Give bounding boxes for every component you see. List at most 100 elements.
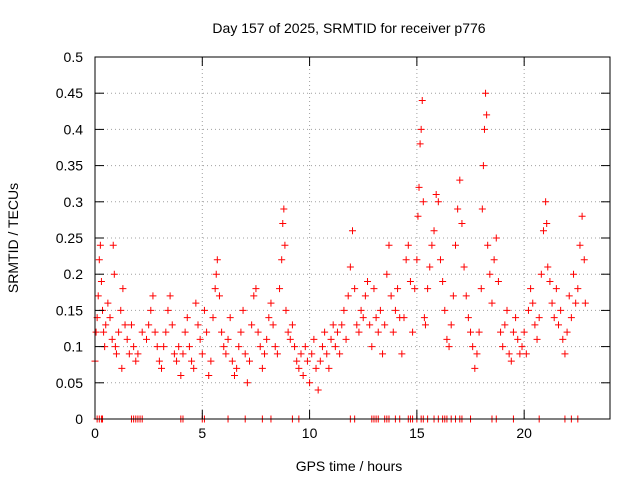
data-point: [414, 212, 422, 220]
data-point: [149, 292, 157, 300]
data-point: [398, 350, 406, 358]
y-tick-label: 0.3: [64, 194, 84, 210]
y-tick-label: 0.05: [56, 375, 83, 391]
data-point: [441, 306, 449, 314]
data-point: [117, 306, 125, 314]
data-point: [342, 335, 350, 343]
data-point: [188, 357, 196, 365]
data-point: [535, 314, 543, 322]
data-point: [581, 299, 589, 307]
axis-ticks: 0 0.05 0.1 0.15 0.2 0.25 0.3 0.35 0.4 0.45 0.5 0 5 10…: [56, 49, 610, 441]
data-point: [383, 270, 391, 278]
data-point: [419, 198, 427, 206]
data-point: [92, 328, 100, 336]
data-point: [539, 227, 547, 235]
data-point: [567, 314, 575, 322]
data-point: [327, 335, 335, 343]
data-point: [205, 372, 213, 380]
data-point: [338, 321, 346, 329]
data-point: [118, 364, 126, 372]
data-point: [246, 357, 253, 365]
data-point: [389, 328, 397, 336]
data-point: [452, 241, 459, 249]
data-point: [318, 343, 326, 351]
data-point: [282, 306, 290, 314]
data-point: [192, 299, 200, 307]
data-point: [501, 321, 509, 329]
data-point: [436, 256, 444, 264]
data-point: [213, 256, 221, 264]
data-point: [379, 350, 387, 358]
data-point: [443, 335, 451, 343]
data-point: [570, 270, 578, 278]
data-point: [439, 277, 447, 285]
data-point: [490, 256, 498, 264]
data-point: [467, 328, 475, 336]
y-tick-label: 0: [75, 411, 83, 427]
data-point: [529, 299, 537, 307]
data-point: [479, 162, 487, 170]
data-point: [456, 176, 464, 184]
data-point: [164, 306, 172, 314]
data-point: [207, 357, 215, 365]
data-point: [477, 285, 485, 293]
data-point: [488, 299, 496, 307]
data-point: [218, 328, 226, 336]
data-point: [340, 306, 348, 314]
data-point: [572, 299, 580, 307]
data-point: [291, 343, 299, 351]
data-point: [509, 328, 517, 336]
x-axis-label: GPS time / hours: [296, 458, 403, 474]
data-point: [230, 372, 238, 380]
data-point: [478, 205, 486, 213]
data-point: [416, 140, 424, 148]
data-point: [499, 343, 507, 351]
y-tick-label: 0.4: [64, 121, 84, 137]
data-point: [177, 372, 185, 380]
data-point: [220, 343, 228, 351]
data-point: [460, 263, 468, 271]
data-point: [555, 321, 562, 329]
data-point: [368, 343, 376, 351]
data-point: [279, 220, 287, 228]
y-axis-label: SRMTID / TECUs: [5, 183, 21, 293]
data-point: [95, 256, 103, 264]
data-point: [284, 328, 292, 336]
data-point: [512, 314, 520, 322]
data-point: [449, 292, 457, 300]
data-point: [336, 350, 344, 358]
data-point: [542, 198, 550, 206]
data-point: [111, 343, 119, 351]
data-point: [376, 306, 384, 314]
data-point: [109, 241, 117, 249]
data-point: [233, 364, 241, 372]
data-point: [196, 335, 204, 343]
data-point: [265, 314, 273, 322]
data-point: [303, 357, 311, 365]
data-point: [329, 321, 337, 329]
data-point: [115, 328, 123, 336]
data-point: [112, 350, 120, 358]
data-point: [110, 270, 118, 278]
data-point: [353, 321, 361, 329]
data-point: [147, 306, 155, 314]
data-point: [235, 343, 243, 351]
data-point: [134, 350, 142, 358]
x-tick-label: 10: [302, 425, 318, 441]
data-point: [434, 198, 442, 206]
data-point: [372, 314, 380, 322]
data-point: [153, 343, 161, 351]
data-point: [224, 335, 232, 343]
data-point: [361, 292, 369, 300]
data-point: [200, 306, 208, 314]
data-point: [170, 350, 178, 358]
data-point: [102, 321, 110, 329]
data-point: [420, 314, 428, 322]
data-point: [406, 277, 414, 285]
data-point: [295, 364, 303, 372]
data-point: [514, 335, 522, 343]
data-point: [359, 314, 367, 322]
data-point: [559, 335, 567, 343]
